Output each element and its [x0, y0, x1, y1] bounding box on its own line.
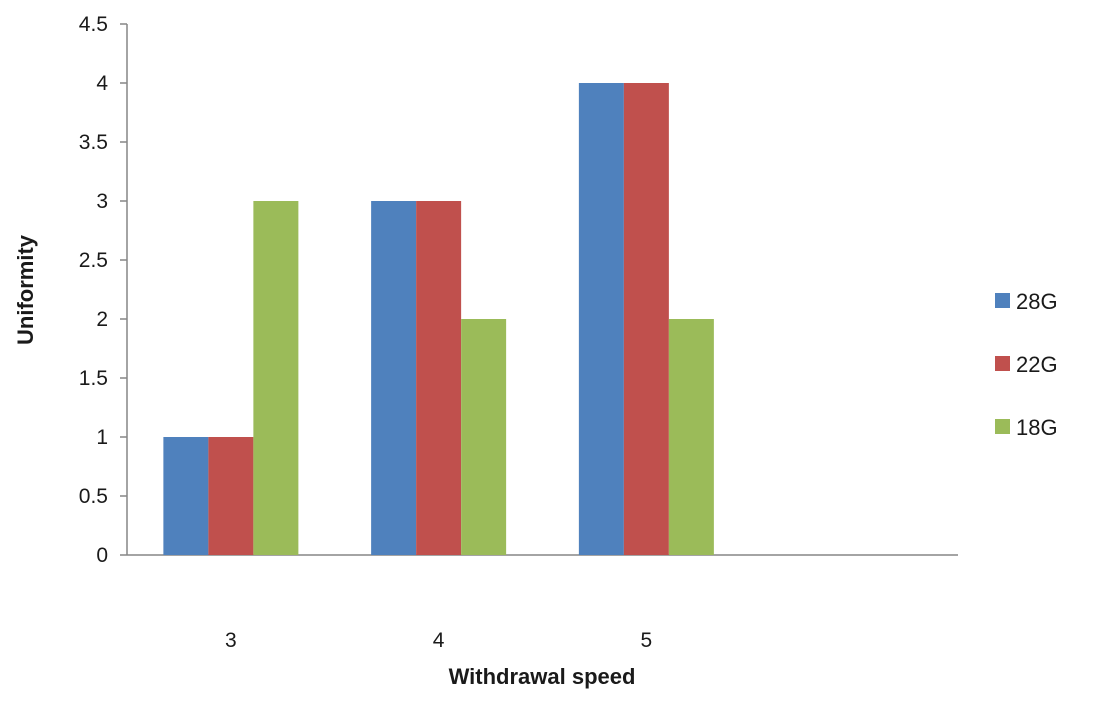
y-tick-group: 0 0.5 1 1.5 2 2.5 3 3.5 4 4.5	[79, 13, 127, 567]
bar-28g-3	[163, 437, 209, 555]
x-tick-group: 3 4 5	[225, 629, 652, 652]
y-tick-label: 3	[96, 190, 108, 213]
y-tick-label: 4.5	[79, 13, 108, 36]
legend: 28G 22G 18G	[995, 289, 1058, 440]
bar-18g-4	[461, 319, 507, 555]
bar-28g-4	[371, 201, 417, 555]
y-tick-label: 4	[96, 72, 108, 95]
bar-28g-5	[578, 83, 624, 555]
legend-swatch-28g	[995, 293, 1010, 308]
legend-label: 28G	[1016, 289, 1058, 314]
x-tick-label: 3	[225, 629, 237, 652]
x-axis-title: Withdrawal speed	[449, 664, 636, 689]
y-tick-label: 1	[96, 426, 108, 449]
y-axis-title: Uniformity	[13, 234, 38, 345]
y-tick-label: 2.5	[79, 249, 108, 272]
bars-group	[163, 83, 714, 555]
x-tick-label: 4	[433, 629, 445, 652]
y-tick-label: 1.5	[79, 367, 108, 390]
bar-22g-4	[416, 201, 462, 555]
legend-swatch-18g	[995, 419, 1010, 434]
y-tick-label: 0	[96, 544, 108, 567]
x-tick-label: 5	[641, 629, 653, 652]
y-tick-label: 0.5	[79, 485, 108, 508]
bar-22g-3	[208, 437, 254, 555]
y-tick-label: 3.5	[79, 131, 108, 154]
legend-label: 22G	[1016, 352, 1058, 377]
bar-22g-5	[623, 83, 669, 555]
legend-label: 18G	[1016, 415, 1058, 440]
y-tick-label: 2	[96, 308, 108, 331]
bar-18g-5	[668, 319, 714, 555]
legend-swatch-22g	[995, 356, 1010, 371]
bar-18g-3	[253, 201, 299, 555]
